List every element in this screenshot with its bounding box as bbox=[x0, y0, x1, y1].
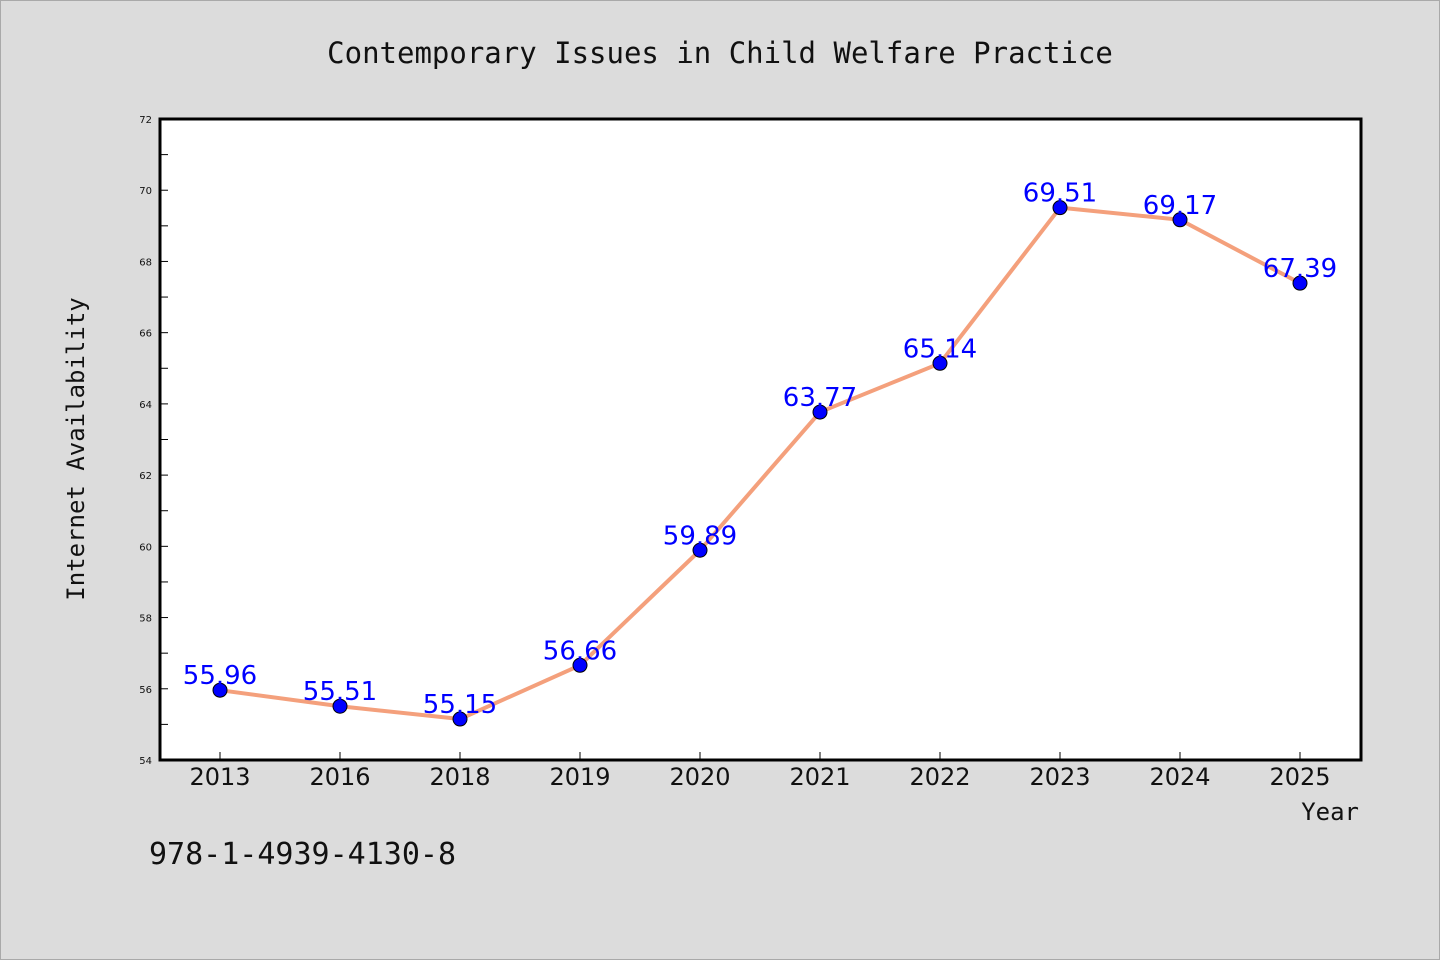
data-label: 65.14 bbox=[903, 334, 977, 364]
data-point bbox=[452, 711, 468, 727]
y-tick-label: 62 bbox=[139, 471, 152, 482]
y-axis-label: Internet Availability bbox=[62, 297, 90, 600]
x-tick-label: 2021 bbox=[789, 763, 850, 791]
data-label: 56.66 bbox=[543, 636, 617, 666]
y-tick-label: 66 bbox=[139, 329, 152, 340]
x-tick-label: 2024 bbox=[1149, 763, 1210, 791]
data-point bbox=[572, 657, 588, 673]
x-tick-label: 2018 bbox=[429, 763, 490, 791]
y-tick-label: 60 bbox=[139, 542, 152, 553]
data-point bbox=[1052, 200, 1068, 216]
data-point bbox=[1172, 212, 1188, 228]
data-point bbox=[332, 698, 348, 714]
data-point bbox=[932, 355, 948, 371]
series-markers bbox=[212, 200, 1308, 727]
x-tick-label: 2025 bbox=[1269, 763, 1330, 791]
data-label: 55.51 bbox=[303, 677, 377, 707]
data-point bbox=[1292, 275, 1308, 291]
data-label: 55.96 bbox=[183, 661, 257, 691]
y-tick-label: 72 bbox=[139, 115, 152, 126]
data-label: 59.89 bbox=[663, 521, 737, 551]
y-tick-label: 54 bbox=[139, 756, 152, 767]
data-point bbox=[692, 542, 708, 558]
y-axis: 54 56 58 60 62 64 66 68 70 72 bbox=[139, 115, 168, 767]
y-tick-label: 58 bbox=[139, 614, 152, 625]
plot-border bbox=[158, 117, 1363, 762]
x-tick-label: 2023 bbox=[1029, 763, 1090, 791]
data-label: 69.17 bbox=[1143, 191, 1217, 221]
y-tick-label: 68 bbox=[139, 257, 152, 268]
series-line bbox=[218, 205, 1302, 722]
x-tick-label: 2019 bbox=[549, 763, 610, 791]
data-point bbox=[812, 404, 828, 420]
x-axis-label: Year bbox=[1301, 798, 1359, 826]
y-tick-label: 64 bbox=[139, 400, 152, 411]
x-tick-label: 2016 bbox=[309, 763, 370, 791]
chart-title: Contemporary Issues in Child Welfare Pra… bbox=[327, 36, 1113, 70]
data-label: 63.77 bbox=[783, 383, 857, 413]
y-tick-label: 56 bbox=[139, 685, 152, 696]
data-point bbox=[212, 682, 228, 698]
x-tick-label: 2013 bbox=[189, 763, 250, 791]
x-tick-label: 2020 bbox=[669, 763, 730, 791]
data-labels: 55.96 55.51 55.15 56.66 59.89 63.77 65.14 69.51… bbox=[183, 179, 1337, 720]
data-label: 69.51 bbox=[1023, 179, 1097, 209]
data-label: 67.39 bbox=[1263, 254, 1337, 284]
x-axis: 2013 2016 2018 2019 2020 2021 2022 2023 2024 2025 bbox=[189, 752, 1331, 791]
plot-area bbox=[160, 119, 1361, 760]
x-tick-label: 2022 bbox=[909, 763, 970, 791]
data-label: 55.15 bbox=[423, 690, 497, 720]
isbn-text: 978-1-4939-4130-8 bbox=[149, 837, 456, 872]
y-tick-label: 70 bbox=[139, 186, 152, 197]
